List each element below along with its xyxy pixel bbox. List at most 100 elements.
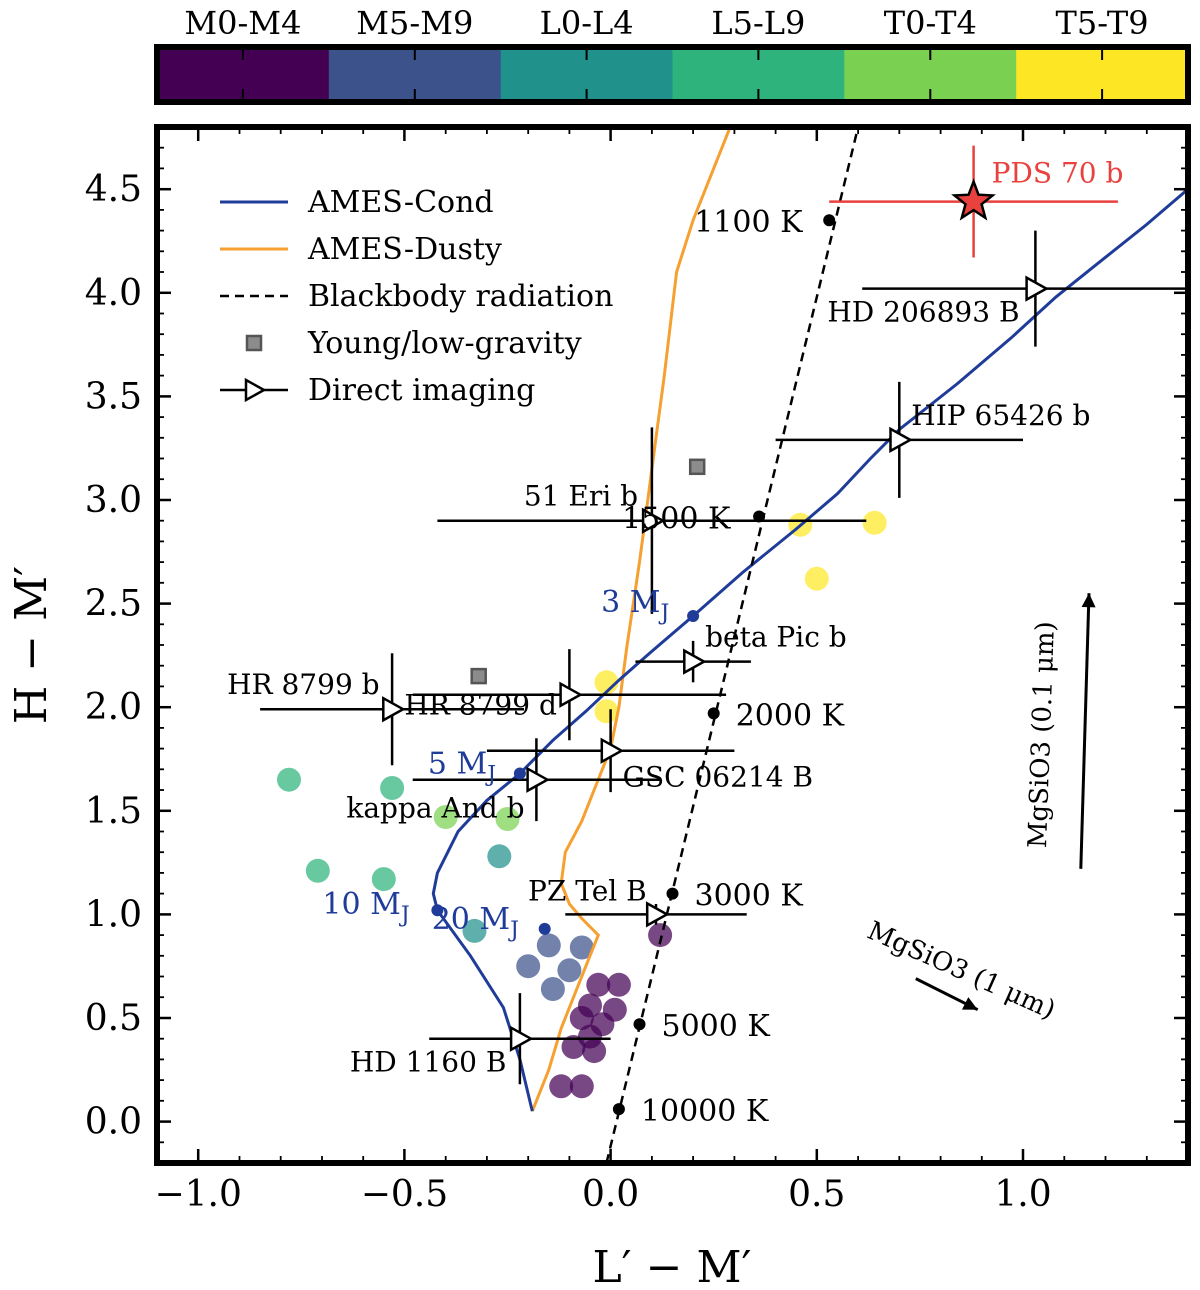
field-object-point — [495, 807, 520, 831]
field-object-point — [606, 972, 631, 997]
blackbody-line — [605, 127, 860, 1163]
direct-imaging-marker — [641, 507, 666, 534]
y-tick-label: 0.5 — [85, 998, 142, 1039]
x-tick-label: −0.5 — [361, 1174, 448, 1215]
field-object-point — [594, 670, 619, 695]
blackbody-point — [707, 707, 720, 720]
direct-imaging-label: kappa And b — [346, 792, 524, 825]
direct-imaging-marker — [1025, 275, 1049, 302]
field-object-point — [569, 1074, 594, 1099]
y-tick-label: 0.0 — [85, 1102, 142, 1143]
blackbody-point — [666, 887, 679, 900]
direct-imaging-label: HD 1160 B — [350, 1046, 507, 1079]
mass-marker-point — [513, 767, 526, 780]
y-tick-label: 2.5 — [85, 584, 142, 625]
field-object-point — [862, 510, 887, 535]
ames-dusty-line — [530, 127, 732, 1112]
field-object-point — [582, 1039, 607, 1064]
x-tick-label: −1.0 — [154, 1174, 241, 1215]
field-object-point — [540, 977, 565, 1001]
direct-imaging-label: HR 8799 d — [404, 689, 557, 722]
mass-marker-point — [431, 904, 444, 917]
blackbody-point — [612, 1103, 625, 1116]
field-objects — [277, 510, 887, 1099]
direct-imaging-objects — [260, 230, 1188, 1085]
field-object-point — [462, 918, 487, 943]
direct-imaging-label: PZ Tel B — [528, 874, 647, 907]
direct-imaging-marker — [645, 901, 670, 928]
mass-marker-label: 3 MJ — [601, 585, 669, 626]
field-object-point — [305, 858, 330, 883]
field-object-point — [536, 933, 561, 958]
y-tick-label: 4.5 — [85, 169, 142, 210]
field-object-point — [433, 805, 458, 829]
field-object-point — [561, 1035, 586, 1059]
x-tick-label: 0.0 — [582, 1174, 639, 1215]
x-tick-label: 0.5 — [788, 1174, 845, 1215]
legend-label: AMES-Dusty — [307, 232, 502, 267]
colorbar-label: L0-L4 — [540, 4, 634, 42]
field-object-point — [586, 972, 611, 997]
reddening-vector-line — [1079, 593, 1091, 869]
direct-imaging-label: GSC 06214 B — [623, 761, 813, 794]
colorbar-label: M5-M9 — [356, 4, 473, 42]
field-object-point — [569, 1006, 594, 1030]
mass-marker-point — [538, 922, 551, 935]
direct-imaging-label: beta Pic b — [705, 621, 847, 654]
field-object-point — [804, 566, 829, 591]
field-object-point — [569, 935, 594, 960]
reddening-vector-head — [962, 997, 978, 1010]
direct-imaging-label: HD 206893 B — [827, 296, 1019, 329]
mass-marker-label: 5 MJ — [428, 747, 496, 788]
direct-imaging-marker — [559, 681, 583, 708]
mass-marker-label: 20 MJ — [432, 902, 519, 943]
legend-label: Blackbody radiation — [308, 279, 613, 314]
direct-imaging-label: 51 Eri b — [524, 480, 638, 513]
mass-marker-label: 10 MJ — [322, 887, 409, 928]
blackbody-label: 10000 K — [641, 1094, 769, 1129]
direct-imaging-marker — [600, 737, 625, 764]
legend-triangle-swatch — [244, 377, 267, 403]
field-object-point — [380, 776, 405, 800]
blackbody-point — [633, 1018, 646, 1031]
young-object-marker — [470, 667, 487, 685]
field-object-point — [516, 954, 541, 979]
colorbar-label: T5-T9 — [1056, 4, 1149, 42]
colorbar: M0-M4 M5-M9 L0-L4 L5-L9 T0-T4 T5-T9 — [154, 4, 1191, 105]
blackbody-point — [823, 214, 836, 227]
blackbody-label: 2000 K — [736, 698, 845, 733]
colorbar-segments — [157, 47, 1189, 102]
x-tick-label: 1.0 — [994, 1174, 1051, 1215]
y-tick-label: 1.0 — [85, 894, 142, 935]
direct-imaging-label: HIP 65426 b — [911, 399, 1090, 432]
reddening-vectors — [915, 593, 1096, 1012]
direct-imaging-marker — [382, 696, 406, 723]
colorbar-frame — [154, 44, 1191, 105]
direct-imaging-marker — [889, 426, 913, 454]
legend-label: Young/low-gravity — [307, 326, 582, 361]
field-object-point — [277, 767, 301, 792]
young-objects — [470, 458, 706, 685]
field-object-point — [549, 1074, 574, 1099]
legend-label: AMES-Cond — [307, 185, 494, 220]
legend-square-swatch — [245, 334, 263, 352]
target-label: PDS 70 b — [992, 157, 1124, 190]
direct-imaging-marker — [683, 648, 707, 675]
plot-frame — [154, 124, 1191, 1166]
field-object-point — [487, 844, 512, 869]
direct-imaging-marker — [526, 766, 550, 793]
y-axis-label: H − M′ — [6, 566, 57, 724]
mass-markers — [431, 610, 700, 935]
field-object-point — [594, 699, 619, 724]
colorbar-labels: M0-M4 M5-M9 L0-L4 L5-L9 T0-T4 T5-T9 — [184, 4, 1148, 42]
mass-marker-point — [687, 610, 700, 622]
legend-label: Direct imaging — [308, 373, 535, 408]
legend: AMES-Cond AMES-Dusty Blackbody radiation Yo… — [220, 185, 613, 408]
blackbody-label: 5000 K — [662, 1009, 771, 1044]
y-tick-label: 1.5 — [85, 791, 142, 832]
blackbody-label: 1500 K — [622, 502, 731, 537]
blackbody-label: 1100 K — [694, 205, 803, 240]
direct-imaging-label: HR 8799 b — [227, 668, 379, 701]
colorbar-label: T0-T4 — [884, 4, 977, 42]
